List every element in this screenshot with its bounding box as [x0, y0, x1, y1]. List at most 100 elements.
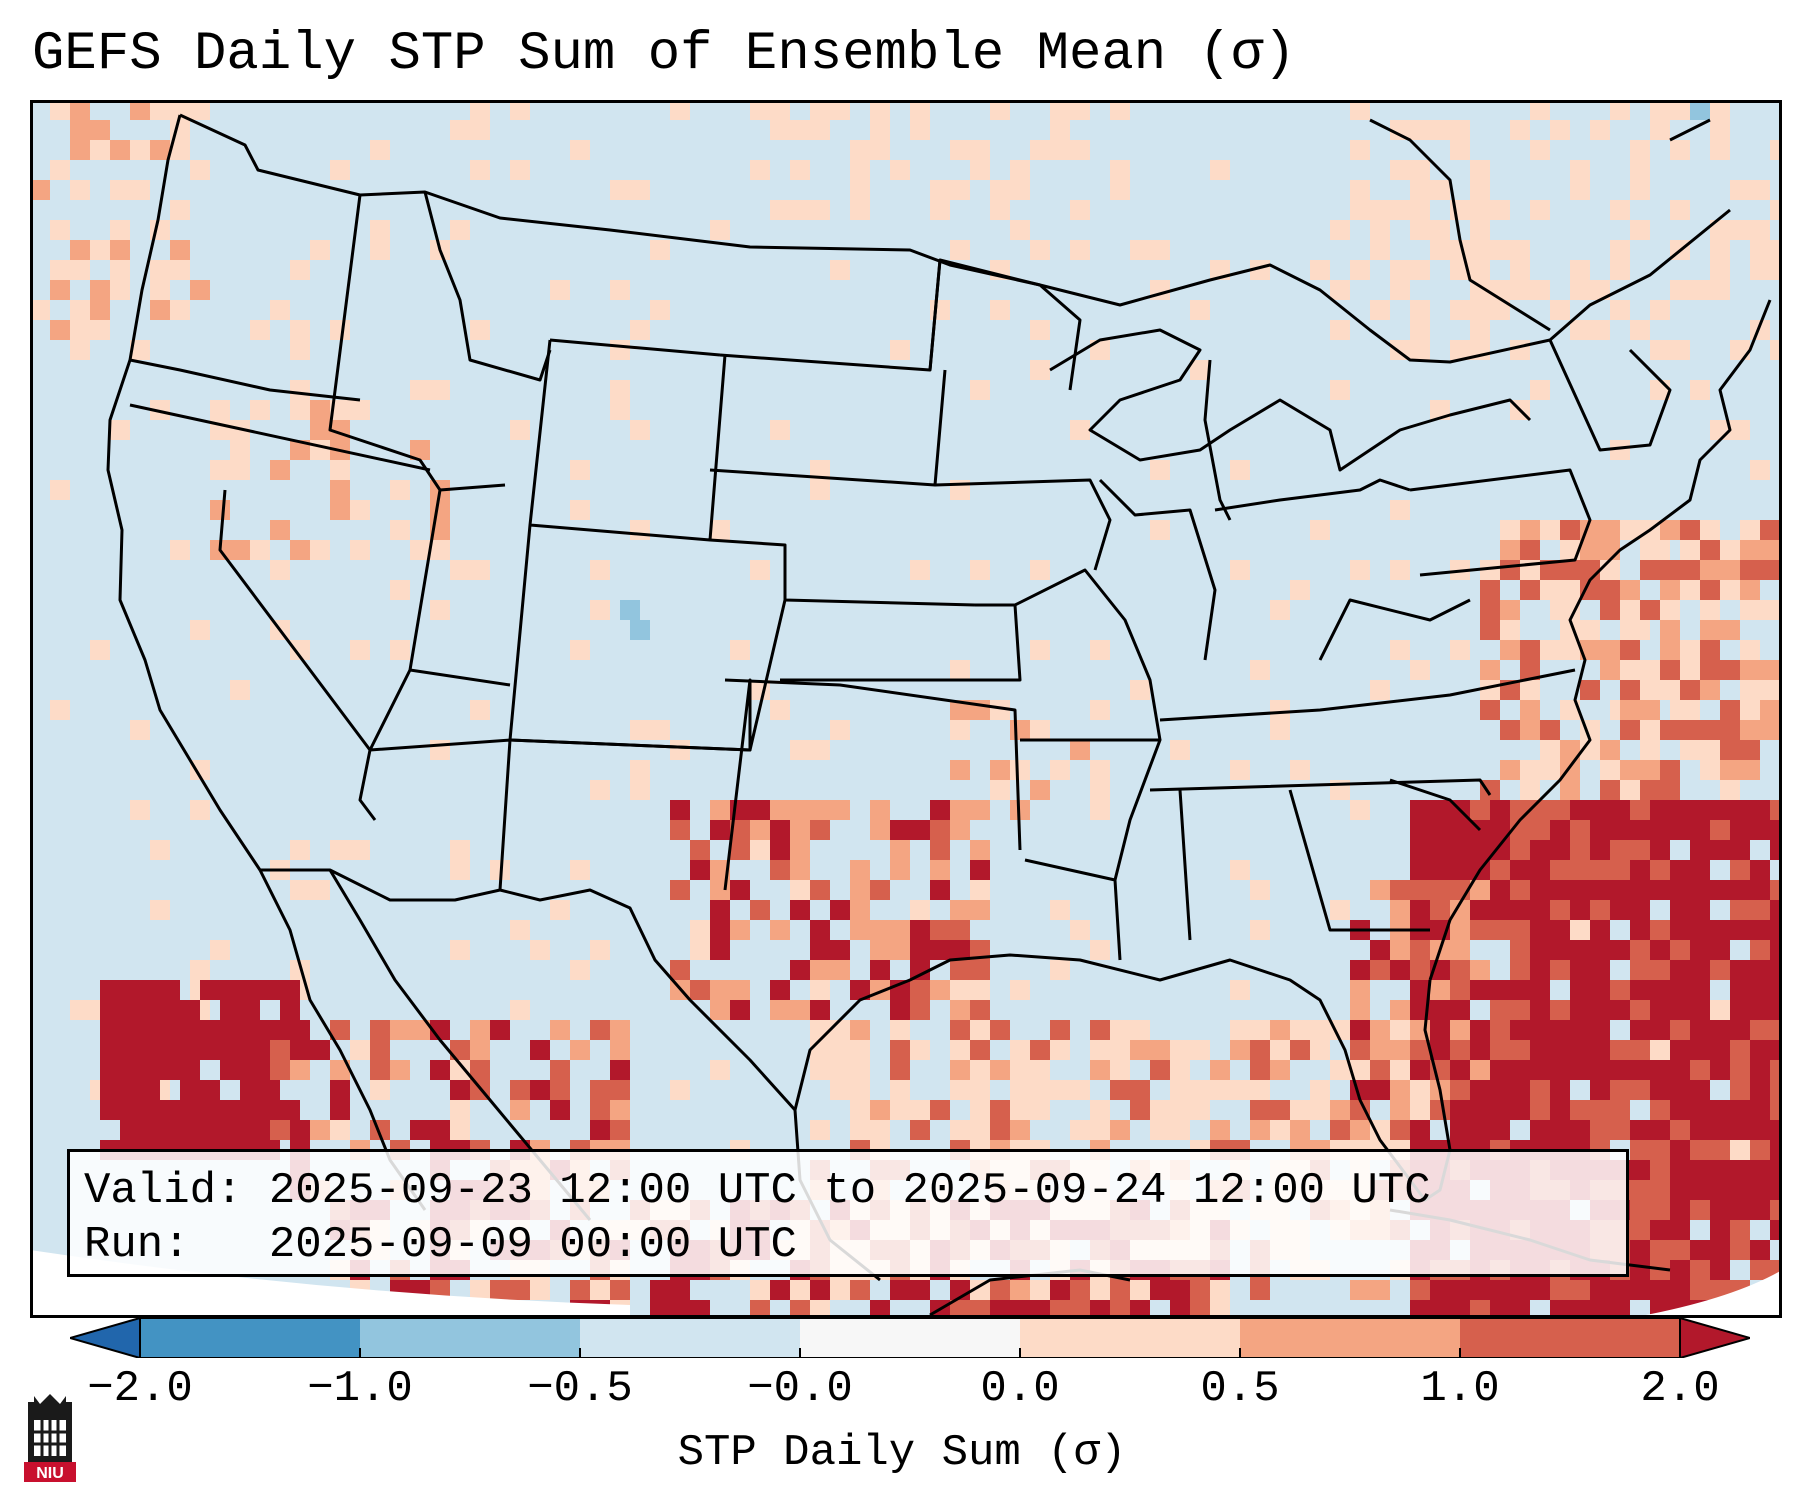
stp-cell	[1590, 1060, 1610, 1080]
stp-cell	[1310, 520, 1330, 540]
stp-cell	[110, 420, 130, 440]
stp-cell	[1750, 1040, 1770, 1060]
stp-cell	[970, 1080, 990, 1100]
run-label: Run:	[84, 1220, 190, 1270]
stp-cell	[1430, 220, 1450, 240]
stp-cell	[1550, 860, 1570, 880]
stp-cell	[1210, 1080, 1230, 1100]
stp-cell	[1560, 700, 1580, 720]
stp-cell	[1680, 640, 1700, 660]
stp-cell	[1590, 320, 1610, 340]
stp-cell	[950, 960, 970, 980]
stp-cell	[1570, 820, 1590, 840]
stp-cell	[970, 1040, 990, 1060]
stp-cell	[810, 1040, 830, 1060]
stp-cell	[1510, 940, 1530, 960]
stp-cell	[1290, 1040, 1310, 1060]
stp-cell	[790, 800, 810, 820]
stp-cell	[290, 540, 310, 560]
stp-cell	[710, 900, 730, 920]
stp-cell	[1390, 500, 1410, 520]
stp-cell	[1090, 340, 1110, 360]
stp-cell	[830, 100, 850, 120]
stp-cell	[1690, 940, 1710, 960]
stp-cell	[1670, 900, 1690, 920]
stp-cell	[1110, 100, 1130, 120]
stp-cell	[470, 120, 490, 140]
stp-cell	[1370, 300, 1390, 320]
stp-cell	[1610, 880, 1630, 900]
stp-cell	[1650, 820, 1670, 840]
stp-cell	[1500, 540, 1520, 560]
stp-cell	[1430, 1280, 1450, 1300]
stp-cell	[1310, 1040, 1330, 1060]
stp-cell	[1560, 780, 1580, 800]
stp-cell	[180, 1080, 200, 1100]
stp-cell	[90, 320, 110, 340]
stp-cell	[1600, 740, 1620, 760]
stp-cell	[1570, 800, 1590, 820]
stp-cell	[810, 120, 830, 140]
stp-cell	[1710, 1060, 1730, 1080]
stp-cell	[870, 820, 890, 840]
stp-cell	[1510, 340, 1530, 360]
stp-cell	[1650, 920, 1670, 940]
stp-cell	[970, 860, 990, 880]
stp-cell	[390, 480, 410, 500]
stp-cell	[70, 300, 90, 320]
stp-cell	[670, 960, 690, 980]
stp-cell	[1650, 840, 1670, 860]
stp-cell	[1650, 800, 1670, 820]
stp-cell	[1600, 580, 1620, 600]
stp-cell	[1530, 1100, 1550, 1120]
stp-cell	[1710, 1040, 1730, 1060]
stp-cell	[1410, 1100, 1430, 1120]
stp-cell	[1410, 820, 1430, 840]
stp-cell	[220, 1020, 240, 1040]
stp-cell	[1310, 260, 1330, 280]
stp-cell	[810, 920, 830, 940]
stp-cell	[1550, 1280, 1570, 1300]
stp-cell	[910, 920, 930, 940]
stp-cell	[100, 980, 120, 1000]
stp-cell	[530, 940, 550, 960]
stp-cell	[950, 940, 970, 960]
stp-cell	[1750, 880, 1770, 900]
stp-cell	[1150, 1060, 1170, 1080]
canada-east	[1369, 118, 1711, 332]
stp-cell	[530, 1040, 550, 1060]
border-mn	[928, 258, 1082, 391]
stp-cell	[410, 440, 430, 460]
stp-cell	[430, 380, 450, 400]
stp-cell	[280, 1000, 300, 1020]
stp-cell	[1470, 240, 1490, 260]
stp-cell	[1650, 1120, 1670, 1140]
stp-cell	[1350, 800, 1370, 820]
stp-cell	[170, 540, 190, 560]
stp-cell	[1670, 1200, 1690, 1220]
stp-cell	[1700, 520, 1720, 540]
stp-cell	[230, 460, 250, 480]
stp-cell	[1490, 240, 1510, 260]
stp-cell	[1050, 1300, 1070, 1318]
stp-cell	[970, 1100, 990, 1120]
stp-cell	[1490, 1100, 1510, 1120]
stp-cell	[990, 100, 1010, 120]
stp-cell	[1510, 240, 1530, 260]
stp-cell	[1590, 880, 1610, 900]
stp-cell	[750, 840, 770, 860]
stp-cell	[1470, 960, 1490, 980]
stp-cell	[190, 100, 210, 120]
stp-cell	[810, 880, 830, 900]
stp-cell	[510, 1080, 530, 1100]
stp-cell	[1510, 880, 1530, 900]
stp-cell	[1690, 1200, 1710, 1220]
colorbar	[70, 1318, 1750, 1358]
stp-cell	[1570, 900, 1590, 920]
stp-cell	[790, 1280, 810, 1300]
stp-cell	[1070, 200, 1090, 220]
stp-cell	[850, 200, 870, 220]
stp-cell	[1370, 220, 1390, 240]
stp-cell	[1480, 600, 1500, 620]
stp-cell	[670, 1080, 690, 1100]
